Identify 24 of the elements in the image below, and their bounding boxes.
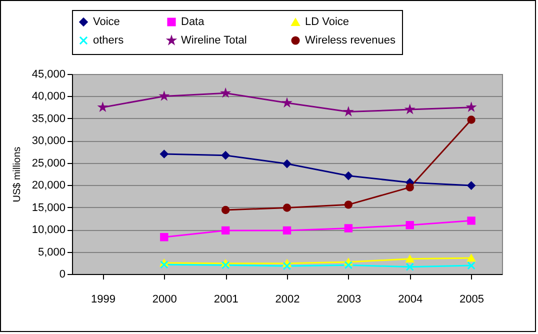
y-tick-label: 20,000: [32, 180, 66, 192]
y-tick-label: 45,000: [32, 68, 66, 80]
x-tick-label: 2001: [214, 294, 238, 306]
legend-label: Wireline Total: [181, 34, 247, 46]
legend-label: Wireless revenues: [305, 34, 396, 46]
y-tick-label: 5,000: [38, 246, 66, 258]
legend-label: Data: [181, 16, 206, 28]
legend-label: LD Voice: [305, 16, 350, 28]
y-tick-label: 35,000: [32, 112, 66, 125]
y-tick-label: 40,000: [32, 90, 66, 103]
legend-label: Voice: [93, 16, 120, 28]
y-tick-label: 0: [59, 268, 66, 280]
x-tick-label: 2003: [336, 294, 362, 306]
x-tick-label: 2005: [460, 294, 484, 306]
x-tick-label: 2000: [152, 294, 177, 306]
legend-label: others: [93, 34, 124, 46]
y-axis-title: US$ millions: [12, 146, 23, 202]
x-tick-label: 2002: [275, 294, 300, 306]
y-tick-label: 30,000: [32, 135, 66, 148]
y-tick-label: 10,000: [32, 224, 66, 236]
x-tick-label: 1999: [90, 294, 116, 306]
y-tick-label: 25,000: [32, 157, 66, 170]
x-tick-label: 2004: [398, 294, 423, 306]
y-tick-label: 15,000: [32, 202, 66, 214]
